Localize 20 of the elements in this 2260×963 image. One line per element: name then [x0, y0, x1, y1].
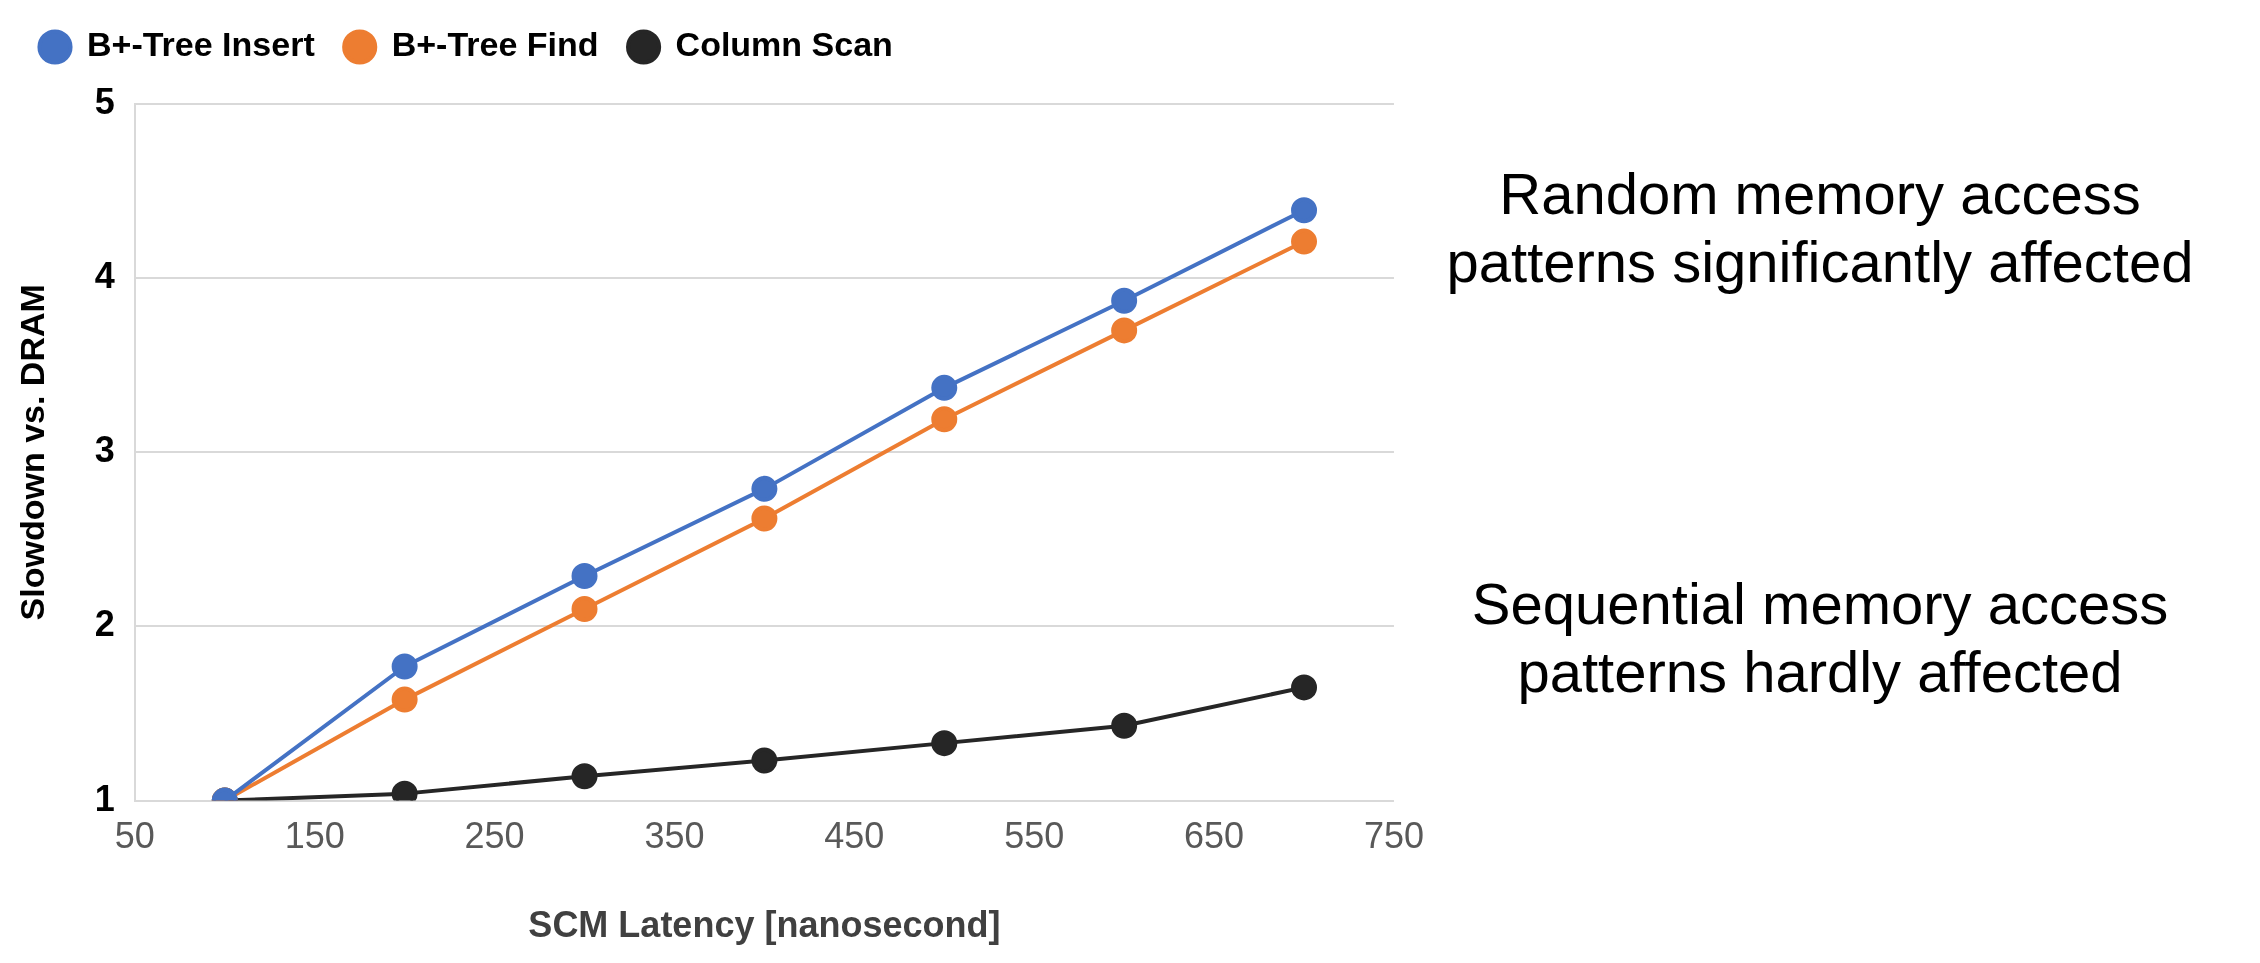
x-tick-label: 450 — [824, 815, 885, 857]
x-axis-title: SCM Latency [nanosecond] — [528, 904, 1001, 946]
x-tick-label: 350 — [644, 815, 705, 857]
y-axis-title: Slowdown vs. DRAM — [12, 284, 51, 621]
text: Sequential memory access patterns hardly affected — [1470, 570, 2170, 706]
y-tick-label: 5 — [94, 80, 115, 122]
text: Random memory access patterns significantly affected — [1445, 160, 2195, 296]
x-tick-label: 250 — [464, 815, 525, 857]
legend-label: B+-Tree Insert — [87, 25, 315, 64]
x-tick-label: 650 — [1184, 815, 1245, 857]
x-tick-label: 550 — [1004, 815, 1065, 857]
x-tick-label: 150 — [284, 815, 345, 857]
legend-label: B+-Tree Find — [391, 25, 599, 64]
y-tick-label: 3 — [94, 429, 115, 471]
y-tick-label: 1 — [94, 777, 115, 819]
y-tick-label: 4 — [94, 255, 115, 297]
x-tick-label: 50 — [114, 815, 155, 857]
legend-label: Column Scan — [675, 25, 893, 64]
x-tick-label: 750 — [1363, 815, 1425, 857]
y-tick-label: 2 — [94, 603, 115, 645]
